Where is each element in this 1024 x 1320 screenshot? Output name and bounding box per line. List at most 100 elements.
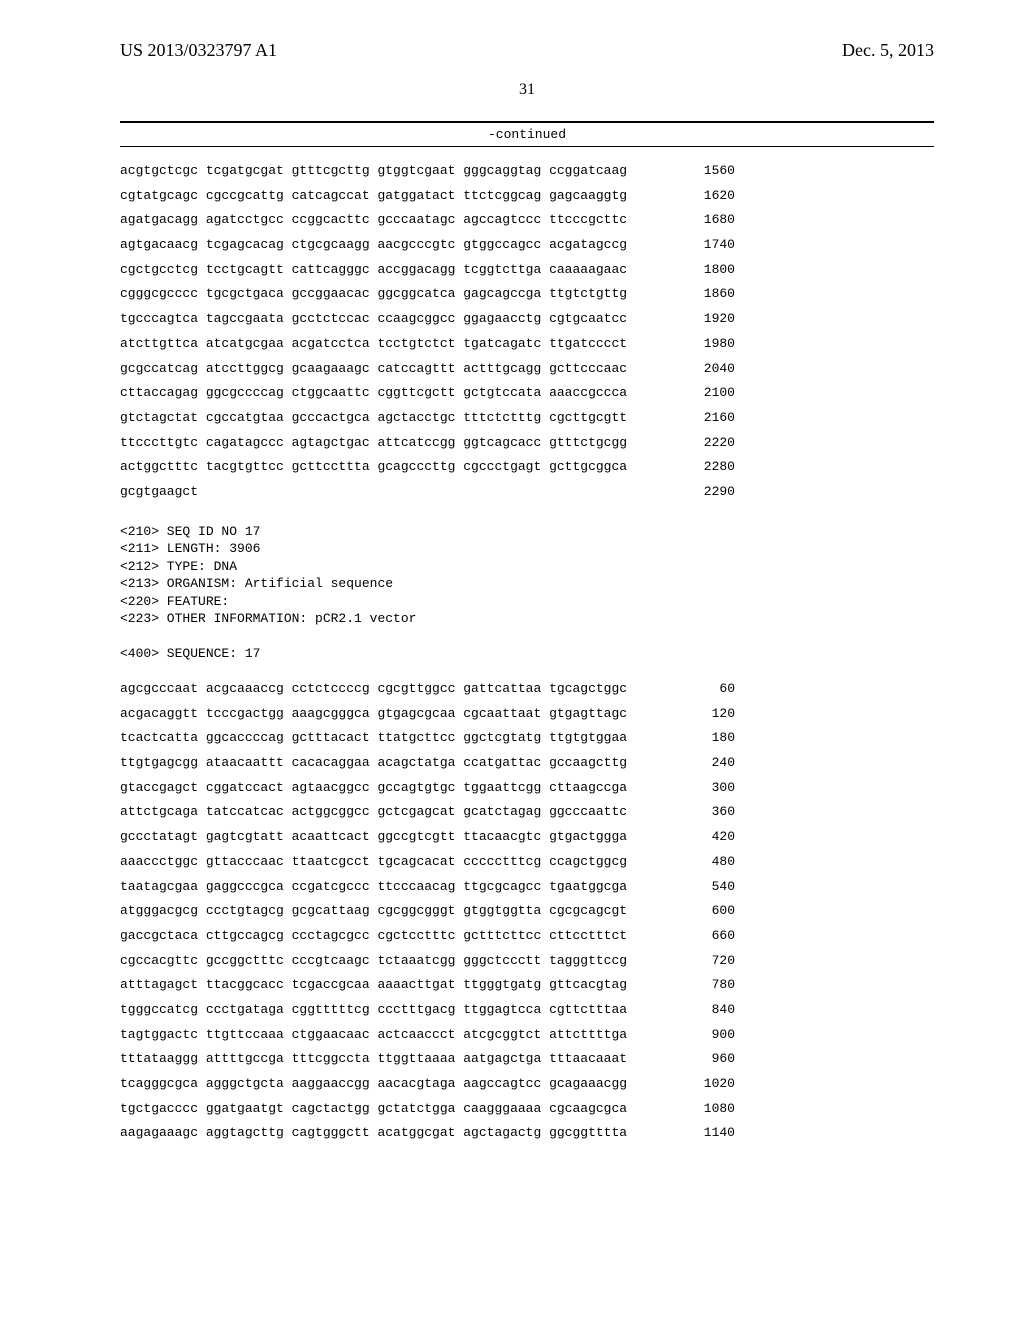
sequence-row: cgctgcctcg tcctgcagtt cattcagggc accggac… — [120, 258, 735, 283]
sequence-position: 780 — [655, 973, 735, 998]
sequence-text: attctgcaga tatccatcac actggcggcc gctcgag… — [120, 800, 627, 825]
sequence-row: tgggccatcg ccctgataga cggtttttcg ccctttg… — [120, 998, 735, 1023]
sequence-text: tttataaggg attttgccga tttcggccta ttggtta… — [120, 1047, 627, 1072]
sequence-row: atcttgttca atcatgcgaa acgatcctca tcctgtc… — [120, 332, 735, 357]
sequence-position: 2100 — [655, 381, 735, 406]
sequence-position: 1560 — [655, 159, 735, 184]
sequence-row: tagtggactc ttgttccaaa ctggaacaac actcaac… — [120, 1023, 735, 1048]
sequence-position: 540 — [655, 875, 735, 900]
sequence-position: 1740 — [655, 233, 735, 258]
sequence-position: 2220 — [655, 431, 735, 456]
sequence-row: ttgtgagcgg ataacaattt cacacaggaa acagcta… — [120, 751, 735, 776]
sequence-row: cttaccagag ggcgccccag ctggcaattc cggttcg… — [120, 381, 735, 406]
sequence-row: acgacaggtt tcccgactgg aaagcgggca gtgagcg… — [120, 702, 735, 727]
sequence-row: ttcccttgtc cagatagccc agtagctgac attcatc… — [120, 431, 735, 456]
sequence-position: 2040 — [655, 357, 735, 382]
sequence-row: agtgacaacg tcgagcacag ctgcgcaagg aacgccc… — [120, 233, 735, 258]
sequence-text: tgcccagtca tagccgaata gcctctccac ccaagcg… — [120, 307, 627, 332]
sequence-block-2: agcgcccaat acgcaaaccg cctctccccg cgcgttg… — [120, 677, 735, 1146]
sequence-row: agcgcccaat acgcaaaccg cctctccccg cgcgttg… — [120, 677, 735, 702]
sequence-position: 1140 — [655, 1121, 735, 1146]
sequence-position: 1860 — [655, 282, 735, 307]
sequence-text: gtctagctat cgccatgtaa gcccactgca agctacc… — [120, 406, 627, 431]
sequence-row: gcgtgaagct2290 — [120, 480, 735, 505]
sequence-text: tcactcatta ggcaccccag gctttacact ttatgct… — [120, 726, 627, 751]
sequence-row: tttataaggg attttgccga tttcggccta ttggtta… — [120, 1047, 735, 1072]
sequence-row: gtctagctat cgccatgtaa gcccactgca agctacc… — [120, 406, 735, 431]
sequence-text: tcagggcgca agggctgcta aaggaaccgg aacacgt… — [120, 1072, 627, 1097]
sequence-position: 1020 — [655, 1072, 735, 1097]
sequence-row: aagagaaagc aggtagcttg cagtgggctt acatggc… — [120, 1121, 735, 1146]
sequence-position: 2280 — [655, 455, 735, 480]
sequence-row: gaccgctaca cttgccagcg ccctagcgcc cgctcct… — [120, 924, 735, 949]
sequence-text: aagagaaagc aggtagcttg cagtgggctt acatggc… — [120, 1121, 627, 1146]
sequence-position: 180 — [655, 726, 735, 751]
sequence-text: gcgtgaagct — [120, 480, 198, 505]
sequence-text: atgggacgcg ccctgtagcg gcgcattaag cgcggcg… — [120, 899, 627, 924]
sequence-position: 1800 — [655, 258, 735, 283]
sequence-text: gcgccatcag atccttggcg gcaagaaagc catccag… — [120, 357, 627, 382]
sequence-position: 2160 — [655, 406, 735, 431]
sequence-position: 840 — [655, 998, 735, 1023]
sequence-row: gcgccatcag atccttggcg gcaagaaagc catccag… — [120, 357, 735, 382]
sequence-text: acgacaggtt tcccgactgg aaagcgggca gtgagcg… — [120, 702, 627, 727]
sequence-position: 240 — [655, 751, 735, 776]
sequence-text: actggctttc tacgtgttcc gcttccttta gcagccc… — [120, 455, 627, 480]
sequence-row: atttagagct ttacggcacc tcgaccgcaa aaaactt… — [120, 973, 735, 998]
sequence-row: cgccacgttc gccggctttc cccgtcaagc tctaaat… — [120, 949, 735, 974]
sequence-position: 1680 — [655, 208, 735, 233]
sequence-text: gaccgctaca cttgccagcg ccctagcgcc cgctcct… — [120, 924, 627, 949]
sequence-metadata: <210> SEQ ID NO 17 <211> LENGTH: 3906 <2… — [120, 523, 735, 663]
sequence-position: 60 — [655, 677, 735, 702]
page-number: 31 — [120, 81, 934, 99]
sequence-row: acgtgctcgc tcgatgcgat gtttcgcttg gtggtcg… — [120, 159, 735, 184]
sequence-position: 900 — [655, 1023, 735, 1048]
sequence-row: aaaccctggc gttacccaac ttaatcgcct tgcagca… — [120, 850, 735, 875]
sequence-row: actggctttc tacgtgttcc gcttccttta gcagccc… — [120, 455, 735, 480]
sequence-text: cgccacgttc gccggctttc cccgtcaagc tctaaat… — [120, 949, 627, 974]
sequence-position: 480 — [655, 850, 735, 875]
sequence-row: tcactcatta ggcaccccag gctttacact ttatgct… — [120, 726, 735, 751]
sequence-row: agatgacagg agatcctgcc ccggcacttc gcccaat… — [120, 208, 735, 233]
sequence-row: tgctgacccc ggatgaatgt cagctactgg gctatct… — [120, 1097, 735, 1122]
sequence-row: cgggcgcccc tgcgctgaca gccggaacac ggcggca… — [120, 282, 735, 307]
sequence-position: 420 — [655, 825, 735, 850]
sequence-text: ttgtgagcgg ataacaattt cacacaggaa acagcta… — [120, 751, 627, 776]
sequence-text: tagtggactc ttgttccaaa ctggaacaac actcaac… — [120, 1023, 627, 1048]
sequence-position: 960 — [655, 1047, 735, 1072]
sequence-position: 120 — [655, 702, 735, 727]
sequence-text: cgctgcctcg tcctgcagtt cattcagggc accggac… — [120, 258, 627, 283]
sequence-text: cgtatgcagc cgccgcattg catcagccat gatggat… — [120, 184, 627, 209]
sequence-row: gtaccgagct cggatccact agtaacggcc gccagtg… — [120, 776, 735, 801]
sequence-row: atgggacgcg ccctgtagcg gcgcattaag cgcggcg… — [120, 899, 735, 924]
sequence-text: taatagcgaa gaggcccgca ccgatcgccc ttcccaa… — [120, 875, 627, 900]
sequence-position: 1620 — [655, 184, 735, 209]
sequence-text: agatgacagg agatcctgcc ccggcacttc gcccaat… — [120, 208, 627, 233]
sequence-position: 720 — [655, 949, 735, 974]
publication-date: Dec. 5, 2013 — [842, 40, 934, 61]
sequence-position: 1920 — [655, 307, 735, 332]
sub-rule — [120, 146, 934, 147]
sequence-position: 1980 — [655, 332, 735, 357]
sequence-row: taatagcgaa gaggcccgca ccgatcgccc ttcccaa… — [120, 875, 735, 900]
sequence-position: 660 — [655, 924, 735, 949]
sequence-text: tgctgacccc ggatgaatgt cagctactgg gctatct… — [120, 1097, 627, 1122]
top-rule — [120, 121, 934, 123]
sequence-position: 300 — [655, 776, 735, 801]
sequence-text: cgggcgcccc tgcgctgaca gccggaacac ggcggca… — [120, 282, 627, 307]
sequence-text: atttagagct ttacggcacc tcgaccgcaa aaaactt… — [120, 973, 627, 998]
sequence-text: ttcccttgtc cagatagccc agtagctgac attcatc… — [120, 431, 627, 456]
sequence-position: 600 — [655, 899, 735, 924]
sequence-text: tgggccatcg ccctgataga cggtttttcg ccctttg… — [120, 998, 627, 1023]
sequence-row: tcagggcgca agggctgcta aaggaaccgg aacacgt… — [120, 1072, 735, 1097]
sequence-text: agcgcccaat acgcaaaccg cctctccccg cgcgttg… — [120, 677, 627, 702]
sequence-row: tgcccagtca tagccgaata gcctctccac ccaagcg… — [120, 307, 735, 332]
sequence-text: agtgacaacg tcgagcacag ctgcgcaagg aacgccc… — [120, 233, 627, 258]
sequence-text: acgtgctcgc tcgatgcgat gtttcgcttg gtggtcg… — [120, 159, 627, 184]
patent-number: US 2013/0323797 A1 — [120, 40, 277, 61]
sequence-text: atcttgttca atcatgcgaa acgatcctca tcctgtc… — [120, 332, 627, 357]
continued-label: -continued — [120, 127, 934, 142]
sequence-row: gccctatagt gagtcgtatt acaattcact ggccgtc… — [120, 825, 735, 850]
sequence-row: attctgcaga tatccatcac actggcggcc gctcgag… — [120, 800, 735, 825]
sequence-text: gccctatagt gagtcgtatt acaattcact ggccgtc… — [120, 825, 627, 850]
